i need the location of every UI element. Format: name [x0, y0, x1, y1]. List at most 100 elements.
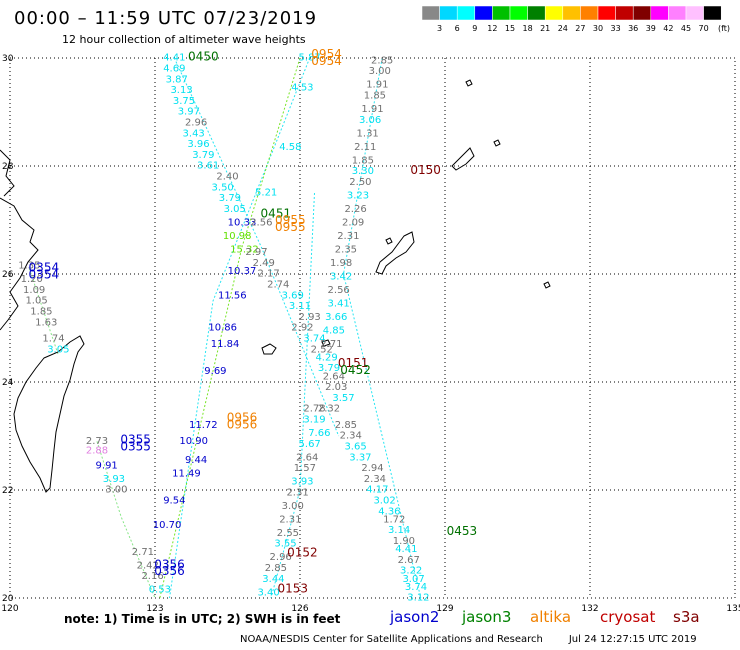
wave-height-value: 10.90 — [179, 436, 208, 447]
legend-s3a: s3a — [673, 608, 700, 626]
pass-time-label: 0152 — [287, 545, 318, 559]
pass-time-label: 0355 — [120, 433, 151, 447]
pass-time-label: 0356 — [154, 564, 185, 578]
wave-height-value: 2.88 — [86, 445, 108, 456]
footer-credit: NOAA/NESDIS Center for Satellite Applica… — [240, 634, 543, 645]
wave-height-value: 3.06 — [359, 115, 381, 126]
pass-time-label: 0356 — [154, 557, 185, 571]
wave-height-value: 4.41 — [163, 53, 185, 64]
wave-height-value: 15.32 — [230, 244, 259, 255]
wave-height-value: 3.23 — [347, 190, 369, 201]
wave-height-value: 3.74 — [303, 334, 325, 345]
pass-time-label: 0955 — [275, 213, 306, 227]
china-coast — [0, 197, 39, 331]
wave-height-value: 2.31 — [337, 231, 359, 242]
color-scale-tick: 3 — [437, 24, 442, 33]
wave-height-value: 2.96 — [185, 118, 207, 129]
pass-time-label: 0955 — [275, 220, 306, 234]
pass-time-label: 0954 — [311, 47, 342, 61]
wave-height-value: 2.55 — [277, 528, 299, 539]
wave-height-value: 2.71 — [320, 339, 342, 350]
island-f — [465, 79, 473, 87]
island-e — [543, 281, 551, 289]
wave-height-value: 3.41 — [328, 298, 350, 309]
wave-height-value: 2.56 — [250, 217, 272, 228]
wave-height-value: 4.17 — [366, 485, 388, 496]
pass-time-label: 0956 — [227, 417, 258, 431]
wave-height-value: 2.74 — [267, 280, 289, 291]
wave-height-value: 3.00 — [369, 66, 391, 77]
wave-height-value: 2.34 — [340, 431, 362, 442]
wave-height-value: 1.85 — [364, 91, 386, 102]
satellite-track — [28, 268, 59, 356]
color-scale-tick: 24 — [558, 24, 568, 33]
legend-altika: altika — [530, 608, 572, 626]
color-scale-tick: 9 — [472, 24, 477, 33]
wave-height-value: 3.79 — [318, 363, 340, 374]
wave-height-value: 3.14 — [388, 525, 410, 536]
color-scale-swatch — [685, 6, 704, 21]
wave-height-value: 3.07 — [402, 574, 424, 585]
color-scale-tick: 12 — [487, 24, 497, 33]
wave-height-value: 3.12 — [407, 593, 429, 604]
color-scale-tick: 6 — [455, 24, 460, 33]
wave-height-value: 3.75 — [173, 96, 195, 107]
wave-height-value: 2.71 — [132, 547, 154, 558]
wave-height-value: 2.34 — [364, 474, 386, 485]
color-scale-swatch — [456, 6, 476, 21]
wave-height-value: 3.30 — [352, 166, 374, 177]
wave-height-value: 3.37 — [349, 452, 371, 463]
color-scale-tick: 70 — [699, 24, 709, 33]
wave-height-value: 2.85 — [335, 420, 357, 431]
wave-height-value: 1.35 — [18, 261, 40, 272]
latitude-tick-label: 20 — [2, 594, 14, 604]
wave-height-value: 2.42 — [137, 560, 159, 571]
wave-height-value: 11.72 — [189, 420, 218, 431]
pass-time-label: 0151 — [338, 356, 369, 370]
wave-height-value: 2.50 — [349, 177, 371, 188]
wave-height-value: 2.56 — [328, 285, 350, 296]
wave-height-value: 2.31 — [279, 514, 301, 525]
satellite-tracks — [28, 57, 422, 599]
satellite-track — [342, 57, 422, 599]
pass-time-label: 0450 — [188, 50, 219, 64]
satellite-track — [96, 441, 156, 599]
wave-height-value: 5.87 — [299, 53, 321, 64]
wave-height-value: 3.57 — [332, 393, 354, 404]
wave-height-value: 2.78 — [303, 404, 325, 415]
color-scale-tick: 30 — [593, 24, 603, 33]
color-scale-swatch — [562, 6, 581, 21]
color-scale-swatch — [509, 6, 528, 21]
color-scale-swatch — [527, 6, 546, 21]
wave-height-value: 10.33 — [228, 217, 257, 228]
wave-height-value: 3.79 — [192, 150, 214, 161]
color-scale-swatches — [422, 6, 722, 21]
wave-height-value: 5.67 — [299, 439, 321, 450]
legend-cryosat: cryosat — [600, 608, 656, 626]
color-scale-tick: 39 — [646, 24, 656, 33]
wave-height-value: 3.43 — [183, 128, 205, 139]
satellite-track — [159, 57, 301, 599]
satellite-track — [173, 57, 340, 437]
wave-height-value: 2.35 — [335, 244, 357, 255]
color-scale-swatch — [474, 6, 493, 21]
wave-height-value: 3.96 — [187, 139, 209, 150]
color-scale-bar: 3 6 9 12 15 18 21 24 27 30 33 36 39 42 45 70 (ft) — [422, 6, 730, 33]
wave-height-value: 2.03 — [325, 382, 347, 393]
color-scale-swatch — [668, 6, 687, 21]
color-scale-swatch — [632, 6, 652, 21]
map-grid — [9, 57, 736, 599]
wave-height-value: 3.19 — [303, 415, 325, 426]
wave-height-value: 2.64 — [296, 452, 318, 463]
wave-height-value: 3.93 — [103, 474, 125, 485]
wave-height-value: 2.31 — [286, 487, 308, 498]
color-scale-swatch — [615, 6, 634, 21]
longitude-tick-label: 132 — [581, 604, 598, 614]
latitude-tick-label: 28 — [2, 162, 14, 172]
wave-height-value: 3.55 — [274, 539, 296, 550]
wave-height-value: 2.97 — [245, 247, 267, 258]
color-scale-tick: 33 — [611, 24, 621, 33]
pass-time-label: 0150 — [410, 163, 441, 177]
island-d — [493, 139, 501, 147]
